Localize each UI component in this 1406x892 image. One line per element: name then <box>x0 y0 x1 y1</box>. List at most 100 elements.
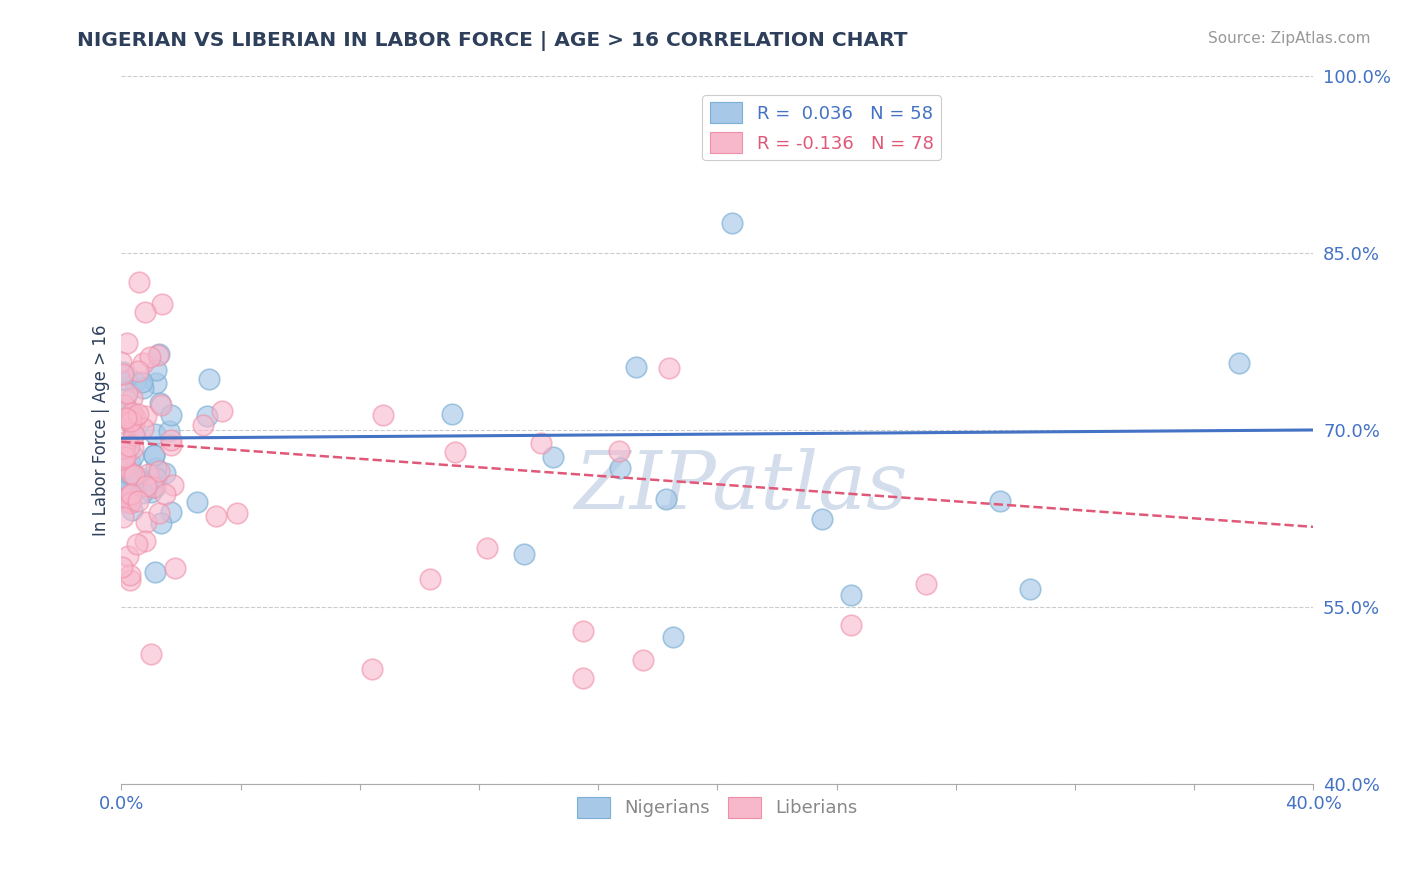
Point <box>990 494 1012 508</box>
Point <box>117 492 139 507</box>
Point <box>609 461 631 475</box>
Point <box>149 516 172 530</box>
Point <box>477 541 499 556</box>
Point <box>122 426 145 441</box>
Point <box>114 434 136 449</box>
Point <box>114 440 136 454</box>
Point <box>195 409 218 423</box>
Point <box>112 398 135 412</box>
Point <box>115 471 138 485</box>
Point <box>135 479 157 493</box>
Point <box>661 630 683 644</box>
Point <box>153 466 176 480</box>
Point <box>132 356 155 370</box>
Y-axis label: In Labor Force | Age > 16: In Labor Force | Age > 16 <box>93 324 110 536</box>
Point <box>142 480 165 494</box>
Point <box>198 372 221 386</box>
Point <box>115 491 138 505</box>
Point <box>127 493 149 508</box>
Point <box>128 475 150 489</box>
Point <box>127 408 149 422</box>
Point <box>115 385 138 400</box>
Point <box>441 407 464 421</box>
Point <box>631 653 654 667</box>
Point <box>121 503 143 517</box>
Point <box>121 391 143 405</box>
Point <box>112 442 135 456</box>
Point <box>572 671 595 685</box>
Text: Source: ZipAtlas.com: Source: ZipAtlas.com <box>1208 31 1371 46</box>
Point <box>150 297 173 311</box>
Point <box>624 360 647 375</box>
Point <box>122 449 145 463</box>
Point <box>122 428 145 442</box>
Point <box>160 438 183 452</box>
Legend: Nigerians, Liberians: Nigerians, Liberians <box>571 789 865 825</box>
Point <box>118 490 141 504</box>
Point <box>841 618 863 632</box>
Point <box>1227 356 1250 370</box>
Point <box>124 376 146 390</box>
Point <box>915 576 938 591</box>
Point <box>120 409 142 424</box>
Point <box>143 427 166 442</box>
Point <box>145 471 167 485</box>
Point <box>117 412 139 426</box>
Point <box>148 506 170 520</box>
Point <box>112 452 135 467</box>
Point <box>120 488 142 502</box>
Point <box>145 363 167 377</box>
Point <box>120 467 142 481</box>
Point <box>112 368 135 382</box>
Point <box>419 572 441 586</box>
Text: ZIPatlas: ZIPatlas <box>575 448 908 525</box>
Point <box>122 442 145 456</box>
Point <box>111 484 134 499</box>
Point <box>127 364 149 378</box>
Point <box>150 398 173 412</box>
Point <box>117 549 139 564</box>
Point <box>132 421 155 435</box>
Point <box>118 496 141 510</box>
Point <box>143 565 166 579</box>
Point <box>153 487 176 501</box>
Point <box>115 461 138 475</box>
Point <box>373 408 395 422</box>
Point <box>654 491 676 506</box>
Point <box>142 448 165 462</box>
Point <box>810 511 832 525</box>
Point <box>530 435 553 450</box>
Point <box>148 464 170 478</box>
Point <box>131 485 153 500</box>
Point <box>112 441 135 455</box>
Point <box>120 417 142 431</box>
Point <box>134 533 156 548</box>
Point <box>541 450 564 464</box>
Point <box>120 414 142 428</box>
Point <box>512 547 534 561</box>
Point <box>658 360 681 375</box>
Point <box>110 479 132 493</box>
Point <box>1019 582 1042 597</box>
Point <box>111 365 134 379</box>
Point <box>572 624 595 638</box>
Point <box>114 450 136 465</box>
Point <box>131 375 153 389</box>
Point <box>165 561 187 575</box>
Point <box>157 424 180 438</box>
Text: NIGERIAN VS LIBERIAN IN LABOR FORCE | AGE > 16 CORRELATION CHART: NIGERIAN VS LIBERIAN IN LABOR FORCE | AG… <box>77 31 908 51</box>
Point <box>134 305 156 319</box>
Point <box>841 588 863 602</box>
Point <box>136 467 159 482</box>
Point <box>444 444 467 458</box>
Point <box>361 662 384 676</box>
Point <box>115 471 138 485</box>
Point <box>149 396 172 410</box>
Point <box>145 376 167 391</box>
Point <box>124 409 146 424</box>
Point <box>118 573 141 587</box>
Point <box>115 411 138 425</box>
Point <box>122 468 145 483</box>
Point <box>111 560 134 574</box>
Point <box>120 493 142 508</box>
